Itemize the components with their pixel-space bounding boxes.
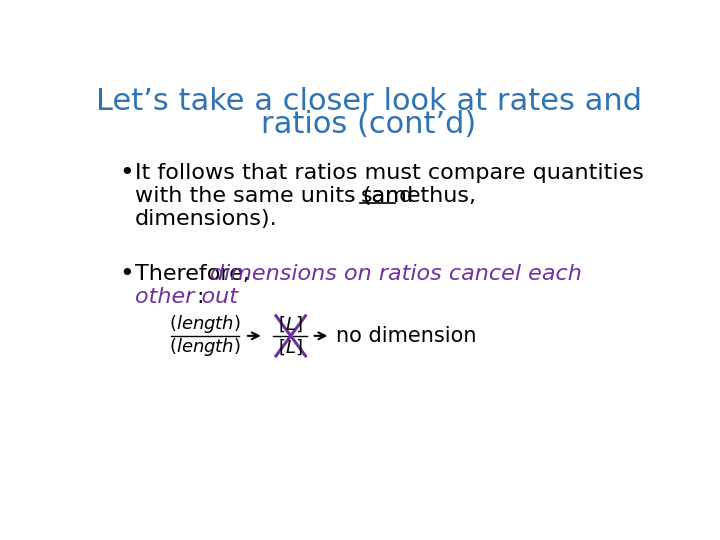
Text: $[L]$: $[L]$ — [278, 314, 302, 334]
Text: Let’s take a closer look at rates and: Let’s take a closer look at rates and — [96, 87, 642, 116]
Text: $[L]$: $[L]$ — [278, 338, 302, 357]
Text: ratios (cont’d): ratios (cont’d) — [261, 110, 477, 139]
Text: dimensions on ratios cancel each: dimensions on ratios cancel each — [210, 264, 582, 284]
Text: It follows that ratios must compare quantities: It follows that ratios must compare quan… — [135, 163, 644, 183]
Text: $(length)$: $(length)$ — [168, 336, 240, 359]
Text: with the same units (and thus,: with the same units (and thus, — [135, 186, 483, 206]
Text: •: • — [120, 160, 134, 185]
Text: other out: other out — [135, 287, 238, 307]
Text: :: : — [196, 287, 204, 307]
Text: Therefore,: Therefore, — [135, 264, 257, 284]
Text: dimensions).: dimensions). — [135, 209, 278, 229]
Text: $(length)$: $(length)$ — [168, 313, 240, 335]
Text: same: same — [361, 186, 421, 206]
Text: no dimension: no dimension — [336, 326, 477, 346]
Text: •: • — [120, 262, 134, 286]
